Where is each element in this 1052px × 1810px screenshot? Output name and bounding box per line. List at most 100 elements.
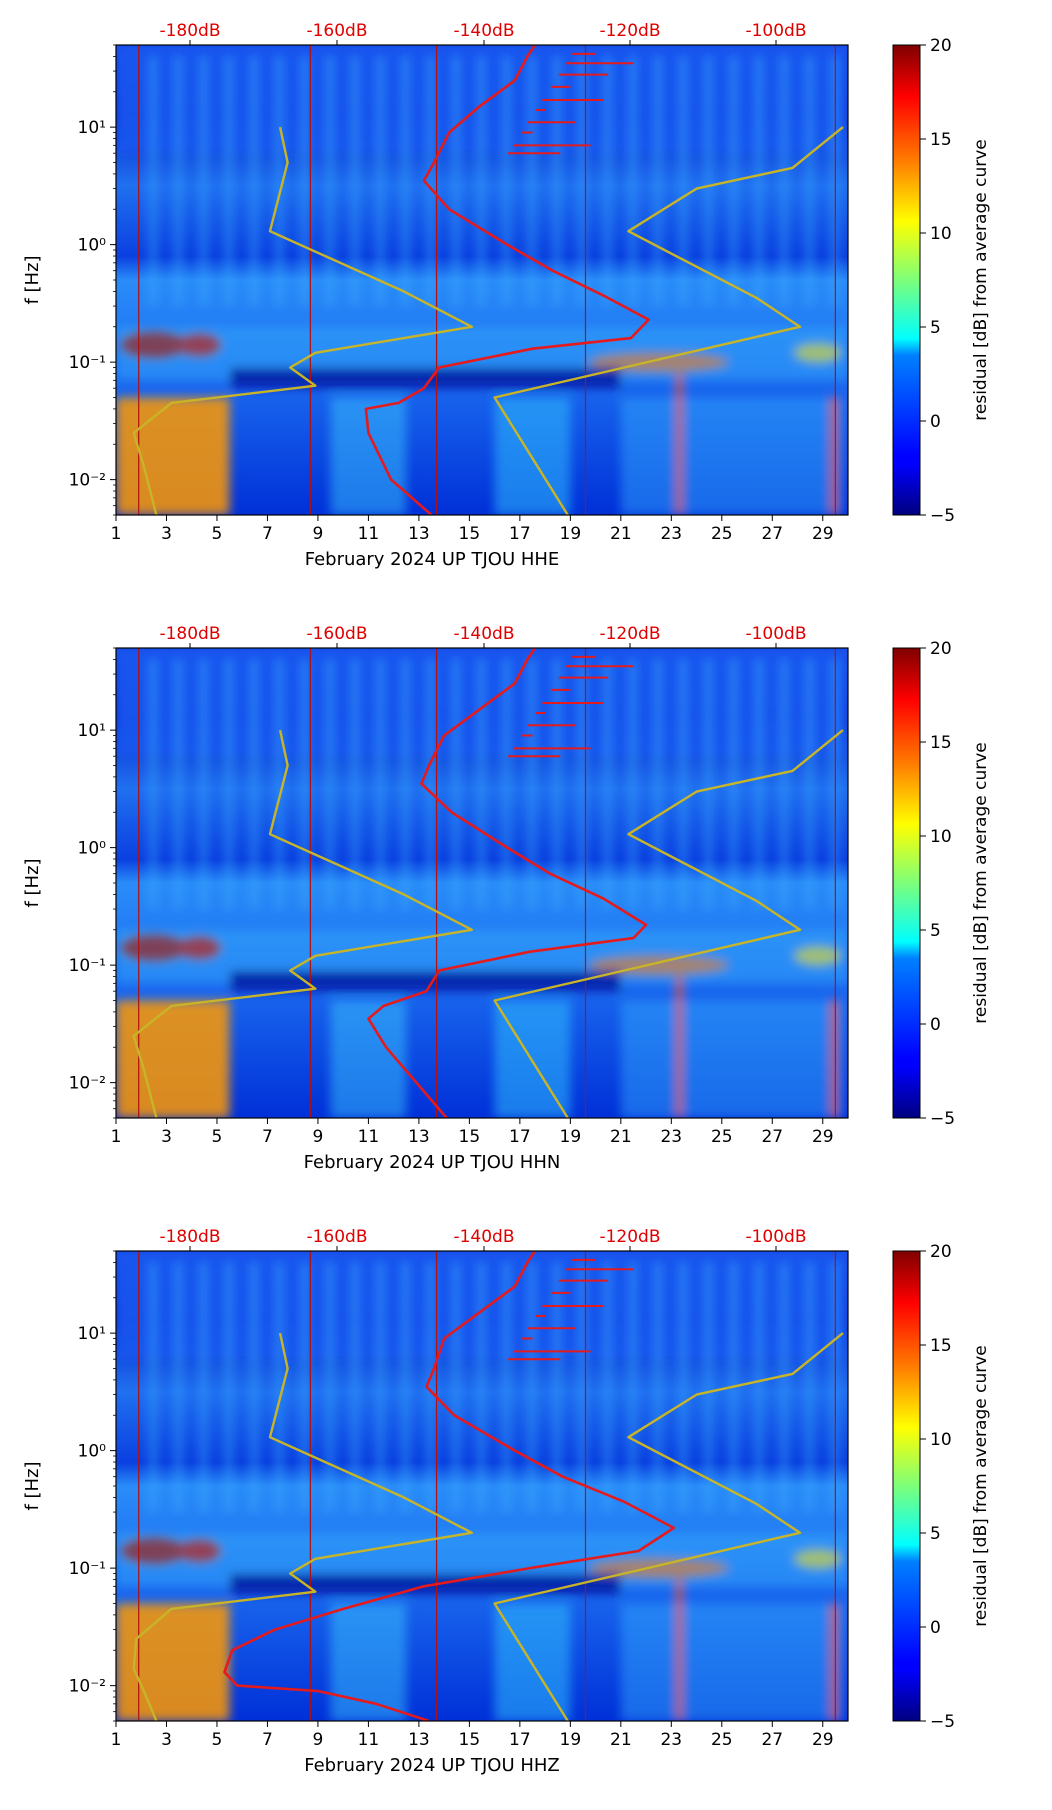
x-tick-label: 23 <box>660 1730 682 1750</box>
top-db-label: -120dB <box>599 624 660 644</box>
colorbar-tick-label: 0 <box>930 1015 941 1035</box>
x-tick-label: 27 <box>761 524 783 544</box>
x-tick-label: 9 <box>313 1730 324 1750</box>
colorbar-tick-label: 10 <box>930 1430 952 1450</box>
x-tick-label: 19 <box>560 524 582 544</box>
top-db-label: -140dB <box>453 624 514 644</box>
x-tick-label: 23 <box>660 1127 682 1147</box>
x-tick-label: 13 <box>408 524 430 544</box>
x-tick-label: 21 <box>610 1730 632 1750</box>
x-tick-label: 11 <box>358 1730 380 1750</box>
x-tick-label: 29 <box>812 524 834 544</box>
colorbar-tick-label: 10 <box>930 827 952 847</box>
y-axis-label: f [Hz] <box>22 255 43 304</box>
x-tick-label: 17 <box>509 1127 531 1147</box>
x-tick-label: 1 <box>111 524 122 544</box>
x-tick-label: 9 <box>313 1127 324 1147</box>
x-tick-label: 25 <box>711 1127 733 1147</box>
top-db-label: -160dB <box>306 21 367 41</box>
x-tick-label: 23 <box>660 524 682 544</box>
y-tick-label: 10¹ <box>78 721 106 741</box>
x-tick-label: 17 <box>509 1730 531 1750</box>
top-db-label: -180dB <box>159 21 220 41</box>
median-psd-curve <box>367 648 648 1118</box>
x-tick-label: 1 <box>111 1127 122 1147</box>
spectrogram-image <box>116 45 848 515</box>
x-tick-label: 11 <box>358 1127 380 1147</box>
x-tick-label: 25 <box>711 524 733 544</box>
top-db-label: -160dB <box>306 624 367 644</box>
y-tick-label: 10⁰ <box>78 1442 107 1462</box>
top-db-label: -120dB <box>599 21 660 41</box>
y-tick-label: 10⁰ <box>78 236 107 256</box>
noise-model-curve <box>132 126 844 515</box>
colorbar-tick-label: 5 <box>930 318 941 338</box>
top-db-label: -140dB <box>453 1227 514 1247</box>
x-tick-label: 1 <box>111 1730 122 1750</box>
y-tick-label: 10⁰ <box>78 839 107 859</box>
x-tick-label: 25 <box>711 1730 733 1750</box>
y-tick-label: 10⁻² <box>69 1677 106 1697</box>
x-tick-label: 5 <box>212 1127 223 1147</box>
y-tick-label: 10⁻¹ <box>69 353 106 373</box>
colorbar-tick-label: −5 <box>930 506 955 526</box>
colorbar-label: residual [dB] from average curve <box>971 742 991 1023</box>
top-db-label: -100dB <box>745 21 806 41</box>
top-db-label: -180dB <box>159 624 220 644</box>
colorbar-label: residual [dB] from average curve <box>971 139 991 420</box>
colorbar-tick-label: 0 <box>930 1618 941 1638</box>
x-tick-label: 27 <box>761 1127 783 1147</box>
x-tick-label: 13 <box>408 1730 430 1750</box>
x-tick-label: 11 <box>358 524 380 544</box>
y-tick-label: 10⁻¹ <box>69 956 106 976</box>
colorbar-tick-label: 10 <box>930 224 952 244</box>
x-tick-label: 7 <box>262 524 273 544</box>
x-tick-label: 15 <box>459 1730 481 1750</box>
y-tick-label: 10¹ <box>78 1324 106 1344</box>
colorbar-tick-label: 15 <box>930 130 952 150</box>
y-axis-label: f [Hz] <box>22 1461 43 1510</box>
colorbar: 20 15 10 5 0 −5 residual [dB] from average cur… <box>892 639 991 1129</box>
top-db-label: -160dB <box>306 1227 367 1247</box>
colorbar-tick-label: 5 <box>930 1524 941 1544</box>
colorbar-tick-label: 20 <box>930 1242 952 1262</box>
colorbar-tick-label: 20 <box>930 639 952 659</box>
y-tick-label: 10¹ <box>78 118 106 138</box>
top-db-label: -140dB <box>453 21 514 41</box>
x-tick-label: 21 <box>610 524 632 544</box>
x-tick-label: 21 <box>610 1127 632 1147</box>
noise-model-curve <box>132 1332 844 1721</box>
x-tick-label: 13 <box>408 1127 430 1147</box>
colorbar: 20 15 10 5 0 −5 residual [dB] from average cur… <box>892 1242 991 1732</box>
y-tick-label: 10⁻² <box>69 1074 106 1094</box>
x-tick-label: 3 <box>161 524 172 544</box>
top-db-label: -100dB <box>745 1227 806 1247</box>
median-psd-curve <box>364 45 650 515</box>
colorbar-tick-label: 0 <box>930 412 941 432</box>
x-tick-label: 3 <box>161 1127 172 1147</box>
y-tick-label: 10⁻² <box>69 471 106 491</box>
x-axis-label: February 2024 UP TJOU HHZ <box>304 1755 560 1776</box>
median-curve-spikes <box>508 655 634 758</box>
colorbar-tick-label: 15 <box>930 733 952 753</box>
top-db-label: -100dB <box>745 624 806 644</box>
y-tick-label: 10⁻¹ <box>69 1559 106 1579</box>
median-psd-curve <box>223 1251 676 1721</box>
x-tick-label: 19 <box>560 1730 582 1750</box>
x-tick-label: 29 <box>812 1730 834 1750</box>
x-tick-label: 3 <box>161 1730 172 1750</box>
spectrogram-image <box>116 648 848 1118</box>
colorbar: 20 15 10 5 0 −5 residual [dB] from average cur… <box>892 36 991 526</box>
colorbar-tick-label: 5 <box>930 921 941 941</box>
spectrogram-image <box>116 1251 848 1721</box>
x-tick-label: 17 <box>509 524 531 544</box>
x-tick-label: 5 <box>212 524 223 544</box>
x-tick-label: 15 <box>459 1127 481 1147</box>
top-db-label: -120dB <box>599 1227 660 1247</box>
noise-model-curve <box>132 729 844 1118</box>
top-db-label: -180dB <box>159 1227 220 1247</box>
y-axis-label: f [Hz] <box>22 858 43 907</box>
